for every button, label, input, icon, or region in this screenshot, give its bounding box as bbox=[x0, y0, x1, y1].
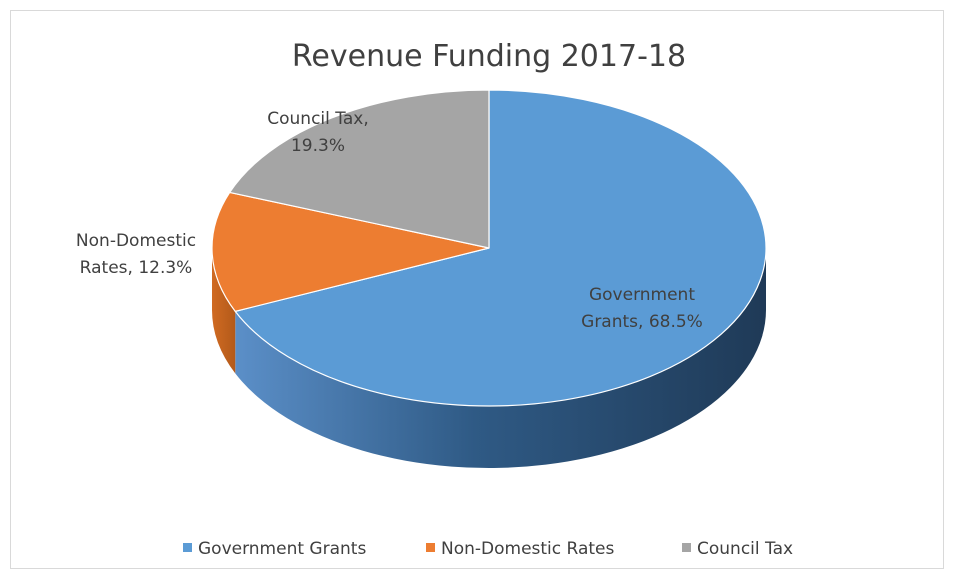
slice-council-tax bbox=[229, 89, 490, 249]
legend-item-government-grants: Government Grants bbox=[183, 539, 366, 559]
legend: Government Grants Non-Domestic Rates Counc… bbox=[183, 539, 793, 559]
pie-sides bbox=[212, 248, 766, 469]
data-label-council-tax: Council Tax, 19.3% bbox=[267, 109, 368, 156]
data-label-government-grants: Government Grants, 68.5% bbox=[581, 285, 703, 332]
legend-label: Council Tax bbox=[697, 539, 793, 559]
pie-slices bbox=[211, 89, 767, 407]
legend-item-council-tax: Council Tax bbox=[682, 539, 793, 559]
data-labels: Government Grants, 68.5% Non-Domestic Rates… bbox=[76, 109, 703, 332]
legend-swatch bbox=[183, 543, 192, 552]
slice-government-grants bbox=[234, 89, 767, 407]
legend-label: Government Grants bbox=[198, 539, 366, 559]
slice-side-government-grants bbox=[235, 248, 766, 469]
data-label-non-domestic-rates: Non-Domestic Rates, 12.3% bbox=[76, 231, 196, 278]
chart-title: Revenue Funding 2017-18 bbox=[292, 39, 686, 74]
legend-swatch bbox=[682, 543, 691, 552]
legend-item-non-domestic-rates: Non-Domestic Rates bbox=[426, 539, 615, 559]
slice-side-non-domestic-rates bbox=[212, 248, 236, 374]
slice-non-domestic-rates bbox=[211, 191, 490, 312]
legend-swatch bbox=[426, 543, 435, 552]
legend-label: Non-Domestic Rates bbox=[441, 539, 615, 559]
